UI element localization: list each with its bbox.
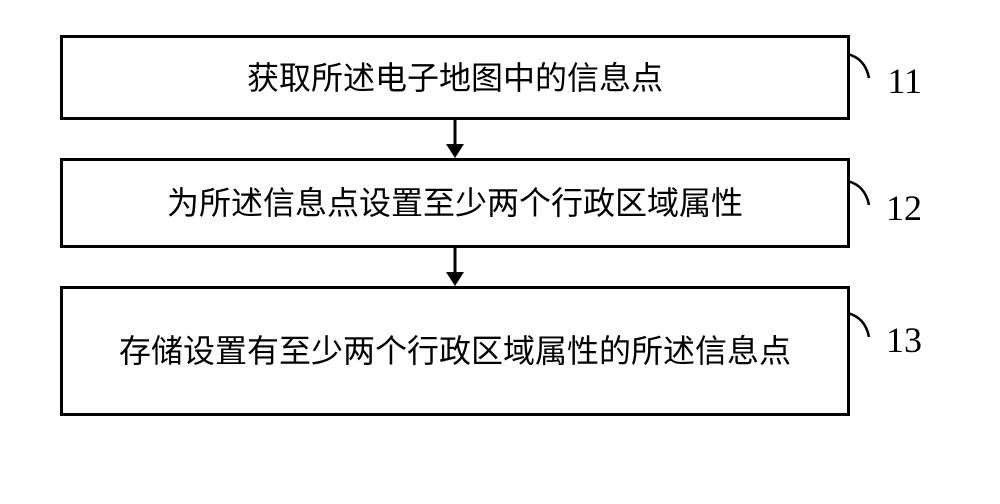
flow-step-13-text: 存储设置有至少两个行政区域属性的所述信息点 (99, 317, 811, 385)
arrow-12-13 (60, 248, 850, 286)
step-label-12: 12 (886, 187, 922, 229)
step-label-11: 11 (887, 60, 922, 102)
flow-step-11-text: 获取所述电子地图中的信息点 (227, 44, 683, 112)
label-connector-13 (847, 305, 877, 345)
arrow-down-icon (440, 120, 470, 158)
step-label-13: 13 (886, 319, 922, 361)
flow-step-12: 为所述信息点设置至少两个行政区域属性 12 (60, 158, 850, 248)
label-connector-11 (847, 46, 877, 86)
flow-step-11: 获取所述电子地图中的信息点 11 (60, 35, 850, 120)
flowchart-container: 获取所述电子地图中的信息点 11 为所述信息点设置至少两个行政区域属性 12 存… (60, 35, 940, 416)
flow-step-13: 存储设置有至少两个行政区域属性的所述信息点 13 (60, 286, 850, 416)
flow-step-12-text: 为所述信息点设置至少两个行政区域属性 (147, 169, 763, 237)
label-connector-12 (847, 173, 877, 213)
arrow-down-icon (440, 248, 470, 286)
arrow-11-12 (60, 120, 850, 158)
